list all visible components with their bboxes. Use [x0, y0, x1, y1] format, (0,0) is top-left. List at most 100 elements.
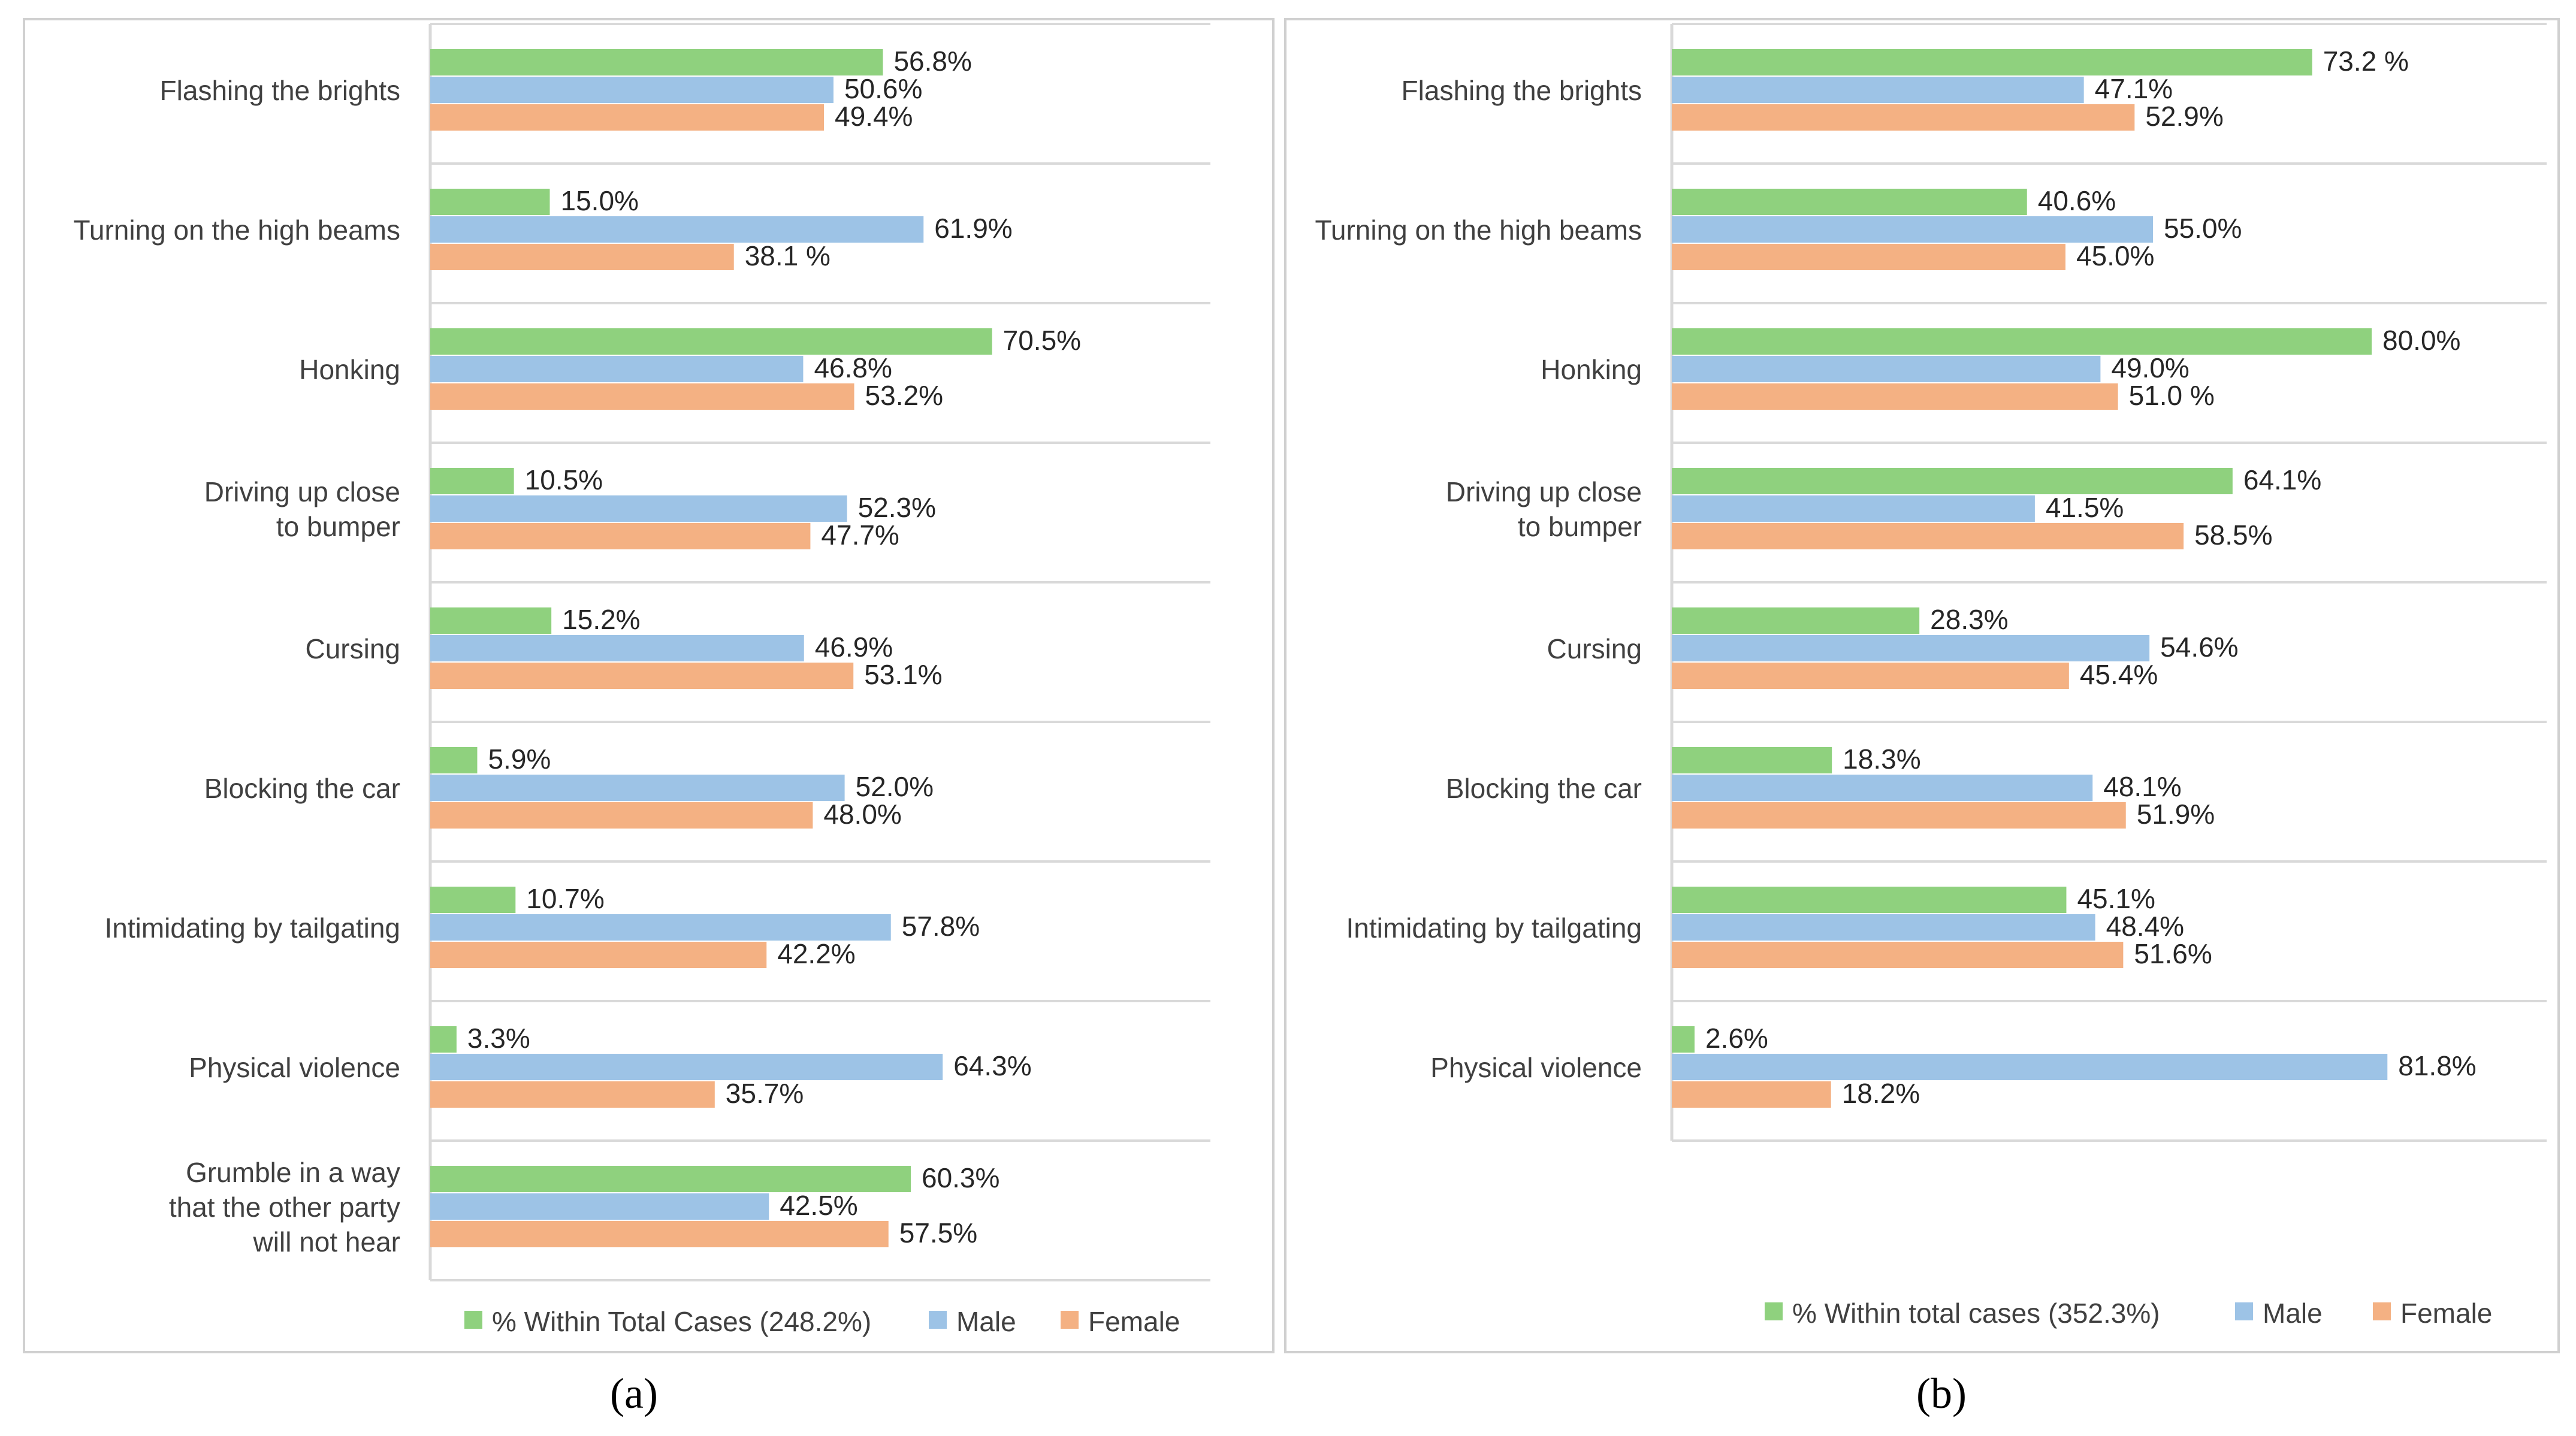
panel-b-bar-male-honking — [1672, 356, 2101, 382]
panel-b-data-label-total-flashing-the-brights: 73.2 % — [2323, 46, 2409, 77]
panel-b-bar-female-physical-violence — [1672, 1081, 1831, 1108]
panel-a-caption: (a) — [610, 1370, 658, 1417]
panel-a-data-label-male-cursing: 46.9% — [815, 631, 893, 663]
panel-a-bar-male-intimidating-by-tailgating — [430, 914, 891, 941]
panel-a-data-label-total-intimidating-by-tailgating: 10.7% — [526, 883, 604, 914]
panel-a-bar-female-cursing — [430, 663, 854, 689]
panel-b-data-label-male-flashing-the-brights: 47.1% — [2095, 73, 2173, 104]
panel-a-data-label-male-turning-on-the-high-beams: 61.9% — [934, 213, 1012, 244]
panel-b-data-label-male-turning-on-the-high-beams: 55.0% — [2164, 213, 2242, 244]
panel-a-bar-total-driving-up-close-to-bumper — [430, 468, 514, 494]
panel-a-legend-swatch-female — [1061, 1311, 1079, 1329]
panel-b-category-label-physical-violence: Physical violence — [1430, 1052, 1642, 1083]
panel-a-bar-male-blocking-the-car — [430, 775, 845, 801]
panel-a-bar-total-cursing — [430, 607, 552, 634]
panel-b-bar-total-cursing — [1672, 607, 1920, 634]
panel-b-data-label-female-physical-violence: 18.2% — [1842, 1078, 1920, 1109]
panel-a-data-label-total-driving-up-close-to-bumper: 10.5% — [525, 464, 603, 495]
panel-a-bar-male-grumble-in-a-way-that-the-other-party-will-not-hear — [430, 1193, 769, 1220]
panel-b-data-label-male-cursing: 54.6% — [2160, 631, 2238, 663]
panel-a-bar-total-intimidating-by-tailgating — [430, 887, 516, 913]
panel-b-data-label-female-honking: 51.0 % — [2129, 380, 2215, 411]
panel-b-bar-male-flashing-the-brights — [1672, 77, 2084, 103]
panel-a-category-label-grumble-in-a-way-that-the-other-party-will-not-hear: that the other party — [169, 1192, 400, 1223]
panel-a-data-label-female-blocking-the-car: 48.0% — [823, 799, 901, 830]
panel-a-bar-female-flashing-the-brights — [430, 104, 825, 131]
panel-b-bar-female-cursing — [1672, 663, 2069, 689]
panel-b-bar-male-turning-on-the-high-beams — [1672, 216, 2153, 243]
panel-b-bar-total-flashing-the-brights — [1672, 49, 2312, 75]
panel-b-bar-female-blocking-the-car — [1672, 802, 2126, 829]
panel-b-legend-label-male: Male — [2263, 1298, 2323, 1329]
panel-b-legend-swatch-male — [2235, 1302, 2253, 1320]
panel-a-bar-female-driving-up-close-to-bumper — [430, 523, 811, 549]
panel-b-bar-total-physical-violence — [1672, 1026, 1695, 1053]
panel-b-category-label-driving-up-close-to-bumper: Driving up close — [1446, 476, 1642, 507]
panel-b-data-label-total-physical-violence: 2.6% — [1705, 1023, 1768, 1054]
panel-b-bar-total-intimidating-by-tailgating — [1672, 887, 2067, 913]
panel-a-bar-male-physical-violence — [430, 1054, 943, 1080]
panel-b-bar-total-honking — [1672, 328, 2372, 355]
panel-b-data-label-female-cursing: 45.4% — [2080, 659, 2158, 690]
panel-b-category-label-cursing: Cursing — [1547, 633, 1642, 664]
panel-a-category-label-blocking-the-car: Blocking the car — [204, 773, 400, 804]
panel-a-data-label-total-flashing-the-brights: 56.8% — [893, 46, 971, 77]
panel-b-bar-female-turning-on-the-high-beams — [1672, 244, 2065, 270]
panel-a-data-label-male-grumble-in-a-way-that-the-other-party-will-not-hear: 42.5% — [780, 1190, 857, 1221]
panel-a-category-label-driving-up-close-to-bumper: Driving up close — [204, 476, 400, 507]
panel-b-data-label-male-driving-up-close-to-bumper: 41.5% — [2046, 492, 2124, 523]
panel-a-data-label-total-cursing: 15.2% — [562, 604, 640, 635]
panel-a-bar-total-turning-on-the-high-beams — [430, 189, 550, 215]
panel-a-category-label-cursing: Cursing — [305, 633, 400, 664]
panel-b-data-label-total-honking: 80.0% — [2382, 325, 2460, 356]
panel-b-data-label-male-intimidating-by-tailgating: 48.4% — [2106, 911, 2184, 942]
panel-b-bar-total-driving-up-close-to-bumper — [1672, 468, 2233, 494]
panel-b-category-label-turning-on-the-high-beams: Turning on the high beams — [1315, 214, 1642, 246]
panel-b-category-label-flashing-the-brights: Flashing the brights — [1402, 75, 1642, 106]
panel-b-bar-male-blocking-the-car — [1672, 775, 2093, 801]
panel-b-bar-female-driving-up-close-to-bumper — [1672, 523, 2184, 549]
panel-b-frame — [1284, 18, 2560, 1353]
panel-b-data-label-female-driving-up-close-to-bumper: 58.5% — [2194, 519, 2272, 551]
panel-b-data-label-male-honking: 49.0% — [2111, 352, 2189, 383]
panel-a-bar-female-blocking-the-car — [430, 802, 813, 829]
panel-b-legend-swatch-female — [2373, 1302, 2391, 1320]
panel-a-legend-label-male: Male — [956, 1306, 1016, 1337]
panel-a-category-label-physical-violence: Physical violence — [189, 1052, 400, 1083]
panel-b-bar-male-intimidating-by-tailgating — [1672, 914, 2095, 941]
panel-a-data-label-total-grumble-in-a-way-that-the-other-party-will-not-hear: 60.3% — [922, 1162, 999, 1193]
panel-b-category-label-blocking-the-car: Blocking the car — [1446, 773, 1642, 804]
panel-a-data-label-female-intimidating-by-tailgating: 42.2% — [777, 938, 855, 969]
panel-a-bar-male-driving-up-close-to-bumper — [430, 495, 847, 522]
panel-b-bar-male-cursing — [1672, 635, 2150, 661]
panel-a-bar-female-intimidating-by-tailgating — [430, 942, 767, 968]
panel-a-data-label-male-blocking-the-car: 52.0% — [856, 771, 934, 802]
panel-b-data-label-male-blocking-the-car: 48.1% — [2103, 771, 2181, 802]
panel-a-data-label-male-physical-violence: 64.3% — [953, 1050, 1031, 1081]
panel-a-data-label-male-intimidating-by-tailgating: 57.8% — [902, 911, 980, 942]
panel-b-legend-label-female: Female — [2400, 1298, 2492, 1329]
panel-a-data-label-female-physical-violence: 35.7% — [726, 1078, 804, 1109]
panel-a-frame — [23, 18, 1275, 1353]
panel-a-legend-swatch-total — [464, 1311, 482, 1329]
panel-b-bar-male-driving-up-close-to-bumper — [1672, 495, 2035, 522]
panel-a-data-label-total-physical-violence: 3.3% — [467, 1023, 530, 1054]
panel-b-category-label-driving-up-close-to-bumper: to bumper — [1518, 511, 1642, 542]
panel-b-data-label-female-intimidating-by-tailgating: 51.6% — [2134, 938, 2212, 969]
panel-a-bar-female-turning-on-the-high-beams — [430, 244, 734, 270]
panel-a-category-label-driving-up-close-to-bumper: to bumper — [276, 511, 400, 542]
panel-b-category-label-honking: Honking — [1541, 354, 1642, 385]
panel-a-data-label-female-cursing: 53.1% — [864, 659, 942, 690]
panel-a-category-label-honking: Honking — [299, 354, 400, 385]
panel-b-data-label-female-flashing-the-brights: 52.9% — [2145, 101, 2223, 132]
panel-a-bar-total-flashing-the-brights — [430, 49, 883, 75]
panel-b-data-label-total-driving-up-close-to-bumper: 64.1% — [2243, 464, 2321, 495]
chart-panel-b: Flashing the brights 73.2 % 47.1%52.9% Turn… — [1315, 23, 2547, 1329]
panel-a-data-label-total-honking: 70.5% — [1003, 325, 1081, 356]
panel-a-data-label-female-grumble-in-a-way-that-the-other-party-will-not-hear: 57.5% — [899, 1217, 977, 1248]
panel-b-data-label-total-turning-on-the-high-beams: 40.6% — [2038, 185, 2116, 216]
panel-b-data-label-total-intimidating-by-tailgating: 45.1% — [2077, 883, 2155, 914]
panel-a-category-label-turning-on-the-high-beams: Turning on the high beams — [73, 214, 400, 246]
panel-a-bar-female-grumble-in-a-way-that-the-other-party-will-not-hear — [430, 1221, 889, 1247]
